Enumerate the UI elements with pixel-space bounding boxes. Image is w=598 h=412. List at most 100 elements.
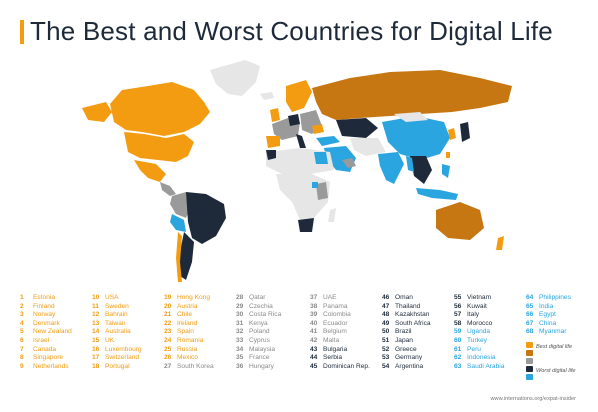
ranking-row: 40 Ecuador [310, 320, 370, 329]
ranking-row: 67 China [526, 320, 571, 329]
best-swatch-2 [526, 350, 533, 356]
ranking-row: 63 Saudi Arabia [454, 363, 504, 372]
country-name: Finland [33, 302, 55, 310]
country-name: Indonesia [467, 354, 496, 362]
rank-number: 67 [526, 319, 534, 327]
rank-number: 65 [526, 302, 534, 310]
ranking-row: 23 Spain [164, 328, 214, 337]
country-name: Vietnam [467, 294, 492, 301]
rank-number: 35 [236, 354, 244, 362]
ranking-row: 27 South Korea [164, 363, 214, 372]
country-name: Ireland [177, 319, 198, 327]
rank-number: 60 [454, 336, 462, 344]
rank-number: 36 [236, 362, 244, 370]
ranking-row: 62 Indonesia [454, 354, 504, 363]
rank-number: 9 [20, 362, 24, 370]
source-url[interactable]: www.internations.org/expat-insider [490, 396, 576, 402]
rank-number: 3 [20, 311, 24, 319]
rank-number: 47 [382, 302, 390, 310]
country-name: New Zealand [33, 328, 72, 336]
country-name: UAE [323, 294, 337, 301]
ranking-row: 16 Luxembourg [92, 346, 142, 355]
ranking-column-3: 19 Hong Kong 20 Austria 21 Chile 22 Ireland … [164, 294, 214, 371]
ranking-row: 59 Uganda [454, 328, 504, 337]
ranking-row: 68 Myanmar [526, 328, 571, 337]
country-name: Canada [33, 345, 57, 353]
rank-number: 44 [310, 354, 318, 362]
country-name: Turkey [467, 336, 487, 344]
ranking-row: 21 Chile [164, 311, 214, 320]
egypt-region [314, 152, 328, 164]
ranking-row: 32 Poland [236, 328, 281, 337]
ranking-row: 29 Czechia [236, 303, 281, 312]
country-name: Spain [177, 328, 194, 336]
russia-region [312, 70, 512, 120]
rank-number: 10 [92, 294, 100, 301]
country-name: Israel [33, 336, 50, 344]
rank-number: 1 [20, 294, 24, 301]
country-name: Oman [395, 294, 413, 301]
rank-number: 25 [164, 345, 172, 353]
ranking-row: 37 UAE [310, 294, 370, 303]
ranking-row: 10 USA [92, 294, 142, 303]
country-name: Hungary [249, 362, 274, 370]
country-name: Sweden [105, 302, 129, 310]
greenland-region [210, 60, 260, 96]
country-name: Poland [249, 328, 270, 336]
country-name: Italy [467, 311, 480, 319]
rank-number: 54 [382, 362, 390, 370]
country-name: Switzerland [105, 354, 140, 362]
rank-number: 33 [236, 336, 244, 344]
japan-region [460, 122, 470, 142]
ranking-row: 4 Denmark [20, 320, 72, 329]
page-title: The Best and Worst Countries for Digital… [30, 16, 553, 46]
rank-number: 40 [310, 319, 318, 327]
ranking-row: 46 Oman [382, 294, 431, 303]
rank-number: 38 [310, 302, 318, 310]
new-zealand-region [496, 236, 504, 250]
country-name: Kazakhstan [395, 311, 430, 319]
rank-number: 55 [454, 294, 462, 301]
country-name: Saudi Arabia [467, 362, 505, 370]
ranking-row: 25 Russia [164, 346, 214, 355]
ranking-row: 26 Mexico [164, 354, 214, 363]
rank-number: 6 [20, 336, 24, 344]
country-name: USA [105, 294, 119, 301]
worst-label: Worst digital life [536, 368, 576, 374]
country-name: Mexico [177, 354, 198, 362]
iceland-region [260, 92, 274, 100]
uk-region [270, 108, 280, 122]
country-name: Chile [177, 311, 193, 319]
rank-number: 27 [164, 362, 172, 370]
chile-region [176, 232, 182, 282]
rank-number: 24 [164, 336, 172, 344]
rank-number: 23 [164, 328, 172, 336]
rank-number: 15 [92, 336, 100, 344]
ranking-row: 66 Egypt [526, 311, 571, 320]
country-name: Bulgaria [323, 345, 348, 353]
country-name: Hong Kong [177, 294, 210, 301]
country-name: Norway [33, 311, 56, 319]
ranking-row: 58 Morocco [454, 320, 504, 329]
argentina-region [180, 232, 194, 280]
rank-number: 64 [526, 294, 534, 301]
canada-region [110, 82, 210, 136]
world-map [82, 60, 512, 282]
rank-number: 21 [164, 311, 172, 319]
ranking-row: 20 Austria [164, 303, 214, 312]
ranking-column-7: 55 Vietnam 56 Kuwait 57 Italy 58 Morocco 59 U… [454, 294, 504, 371]
rank-number: 12 [92, 311, 100, 319]
ranking-row: 1 Estonia [20, 294, 72, 303]
rank-number: 22 [164, 319, 172, 327]
ranking-row: 38 Panama [310, 303, 370, 312]
country-name: Morocco [467, 319, 493, 327]
country-name: UK [105, 336, 115, 344]
ranking-row: 47 Thailand [382, 303, 431, 312]
country-name: India [539, 302, 554, 310]
rank-number: 37 [310, 294, 318, 301]
best-label: Best digital life [536, 344, 573, 350]
ranking-row: 39 Colombia [310, 311, 370, 320]
ranking-row: 19 Hong Kong [164, 294, 214, 303]
south-africa-region [298, 218, 314, 232]
country-name: Belgium [323, 328, 347, 336]
